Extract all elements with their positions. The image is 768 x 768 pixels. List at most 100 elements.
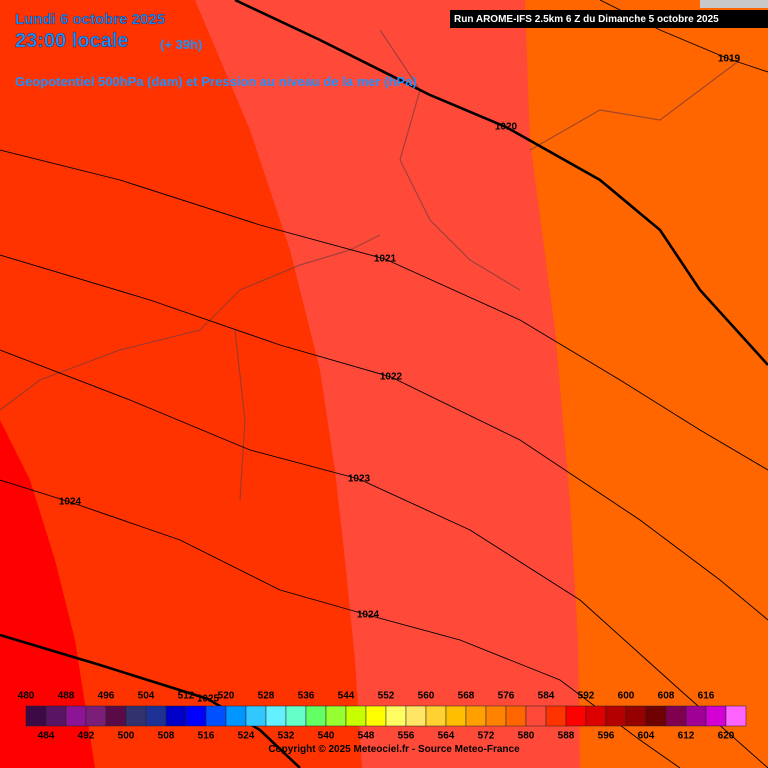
scale-swatch: [665, 705, 687, 727]
scale-swatch: [345, 705, 367, 727]
scale-swatch: [305, 705, 327, 727]
scale-swatch: [185, 705, 207, 727]
color-scale: 480 484 488 492 496 500 504 508 512 516 520 524 528 5…: [18, 691, 747, 742]
scale-swatch: [65, 705, 87, 727]
scale-swatch: [725, 705, 747, 727]
scale-swatch: [625, 705, 647, 727]
parameter: Geopotentiel 500hPa (dam) et Pression au…: [15, 74, 417, 89]
scale-label: 616: [698, 691, 715, 702]
scale-swatch: [485, 705, 507, 727]
scale-swatch: [705, 705, 727, 727]
scale-label: 540: [318, 731, 335, 742]
scale-label: 520: [218, 691, 235, 702]
scale-swatch: [385, 705, 407, 727]
scale-swatch: [645, 705, 667, 727]
scale-swatch: [205, 705, 227, 727]
corner: [700, 0, 768, 8]
copyright: Copyright © 2025 Meteociel.fr - Source M…: [268, 744, 520, 755]
scale-label: 576: [498, 691, 515, 702]
scale-label: 620: [718, 731, 735, 742]
isobar-label: 1023: [348, 474, 371, 485]
scale-label: 524: [238, 731, 255, 742]
coastline: [529, 59, 741, 151]
scale-label: 608: [658, 691, 675, 702]
scale-swatch: [265, 705, 287, 727]
scale-label: 588: [558, 731, 575, 742]
scale-swatch: [505, 705, 527, 727]
scale-label: 492: [78, 731, 95, 742]
scale-label: 488: [58, 691, 75, 702]
coastlines: [0, 29, 741, 501]
scale-swatch: [225, 705, 247, 727]
scale-label: 536: [298, 691, 315, 702]
scale-label: 500: [118, 731, 135, 742]
isobar-label: 1024: [357, 610, 380, 621]
scale-swatch: [445, 705, 467, 727]
scale-label: 532: [278, 731, 295, 742]
scale-label: 480: [18, 691, 35, 702]
isobar-label: 1019: [718, 54, 741, 65]
scale-swatch: [245, 705, 267, 727]
isobar: [0, 633, 301, 768]
scale-label: 592: [578, 691, 595, 702]
coastline: [0, 234, 381, 411]
isobar-labels: 1019 1020 1021 1022 1023 1024 1024 1025: [59, 54, 741, 705]
scale-swatch: [145, 705, 167, 727]
lead-time: (+ 39h): [160, 37, 202, 52]
scale-label: 584: [538, 691, 555, 702]
scale-label: 560: [418, 691, 435, 702]
scale-swatch: [165, 705, 187, 727]
isobar-label: 1021: [374, 254, 397, 265]
scale-swatch: [685, 705, 707, 727]
date: Lundi 6 octobre 2025: [15, 11, 165, 28]
isobar-label: 1024: [59, 497, 82, 508]
time: 23:00 locale: [15, 30, 128, 52]
scale-swatch: [325, 705, 347, 727]
scale-swatch: [285, 705, 307, 727]
scale-label: 556: [398, 731, 415, 742]
scale-swatch: [105, 705, 127, 727]
scale-label: 568: [458, 691, 475, 702]
scale-label: 516: [198, 731, 215, 742]
scale-swatch: [45, 705, 67, 727]
scale-label: 484: [38, 731, 55, 742]
scale-swatch: [405, 705, 427, 727]
scale-swatch: [25, 705, 47, 727]
isobar-label: 1022: [380, 372, 403, 383]
isobar: [0, 149, 768, 471]
run-info: Run AROME-IFS 2.5km 6 Z du Dimanche 5 oc…: [454, 14, 719, 25]
river: [379, 29, 521, 291]
scale-swatch: [585, 705, 607, 727]
scale-swatch: [365, 705, 387, 727]
scale-label: 596: [598, 731, 615, 742]
scale-swatch: [85, 705, 107, 727]
scale-swatch: [425, 705, 447, 727]
isobar: [0, 254, 768, 621]
scale-label: 544: [338, 691, 355, 702]
band-red: [0, 0, 362, 768]
scale-swatch: [125, 705, 147, 727]
scale-swatch: [605, 705, 627, 727]
isobar-label: 1025: [197, 694, 220, 705]
scale-label: 612: [678, 731, 695, 742]
scale-label: 528: [258, 691, 275, 702]
isobar-label: 1020: [495, 122, 518, 133]
scale-label: 552: [378, 691, 395, 702]
band-deep-red: [0, 420, 95, 768]
scale-swatch: [545, 705, 567, 727]
scale-label: 548: [358, 731, 375, 742]
scale-label: 580: [518, 731, 535, 742]
scale-label: 604: [638, 731, 655, 742]
isobar: [234, 0, 768, 366]
scale-label: 504: [138, 691, 155, 702]
isobar: [0, 349, 768, 768]
scale-label: 512: [178, 691, 195, 702]
scale-label: 564: [438, 731, 455, 742]
scale-label: 572: [478, 731, 495, 742]
scale-swatch: [465, 705, 487, 727]
run-box: [450, 10, 768, 28]
scale-label: 600: [618, 691, 635, 702]
scale-label: 496: [98, 691, 115, 702]
